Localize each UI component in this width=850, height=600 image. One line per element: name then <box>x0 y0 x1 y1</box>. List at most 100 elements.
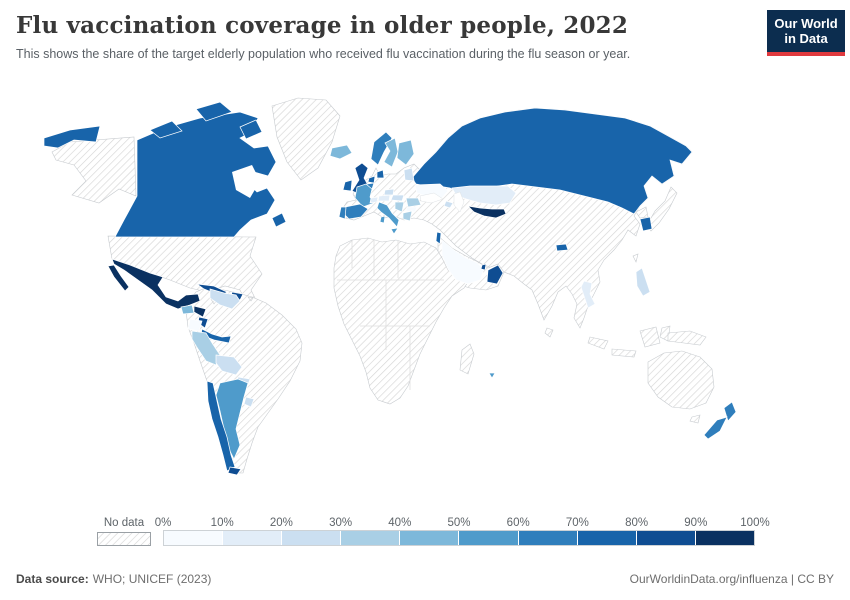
country-argentina[interactable] <box>215 378 249 460</box>
country-thailand[interactable] <box>580 280 596 309</box>
hudson-bay <box>232 165 260 198</box>
country-honduras[interactable] <box>193 305 207 318</box>
footer: Data source: WHO; UNICEF (2023) OurWorldi… <box>16 572 834 586</box>
country-netherlands[interactable] <box>367 175 376 184</box>
country-madagascar[interactable] <box>459 343 475 375</box>
legend-bucket[interactable] <box>695 531 754 545</box>
legend-tick: 90% <box>684 517 708 529</box>
black-sea <box>419 192 444 204</box>
country-czechia[interactable] <box>383 188 395 196</box>
country-denmark[interactable] <box>376 169 385 179</box>
legend-no-data: No data <box>97 517 151 546</box>
country-indonesia[interactable] <box>587 325 671 358</box>
country-finland[interactable] <box>396 139 415 166</box>
legend-tick: 100% <box>740 517 770 529</box>
country-iceland[interactable] <box>329 144 353 160</box>
country-romania[interactable] <box>405 197 422 208</box>
country-puerto-rico[interactable] <box>247 296 254 302</box>
country-mexico[interactable] <box>107 258 201 310</box>
caspian-sea <box>453 191 465 213</box>
country-ecuador[interactable] <box>187 318 203 332</box>
country-norway[interactable] <box>370 131 393 166</box>
map-legend: No data 0% 10% 20% 30% 40% 50% 60% 70% 80% 90% 100… <box>97 514 770 546</box>
country-australia[interactable] <box>647 350 715 424</box>
country-bolivia[interactable] <box>215 354 243 376</box>
country-guatemala[interactable] <box>180 304 195 315</box>
legend-tick: 0% <box>154 517 172 529</box>
country-austria[interactable] <box>377 194 391 202</box>
legend-tick: 10% <box>210 517 234 529</box>
legend-bucket[interactable] <box>282 531 341 545</box>
header: Flu vaccination coverage in older people… <box>16 12 750 61</box>
legend-tick: 20% <box>269 517 293 529</box>
legend-no-data-label: No data <box>103 517 145 529</box>
country-portugal[interactable] <box>338 206 347 220</box>
world-map-svg <box>43 97 737 476</box>
country-italy[interactable] <box>376 201 400 235</box>
data-source-label: Data source: <box>16 572 89 586</box>
country-greece[interactable] <box>402 210 413 222</box>
legend-tick: 30% <box>329 517 353 529</box>
legend-bucket[interactable] <box>518 531 577 545</box>
country-russia-east-tip[interactable] <box>43 125 101 149</box>
data-source-value: WHO; UNICEF (2023) <box>92 572 212 586</box>
country-mauritius[interactable] <box>488 372 496 379</box>
country-kazakhstan[interactable] <box>451 185 517 206</box>
country-tierra-del-fuego[interactable] <box>227 466 242 476</box>
country-venezuela[interactable] <box>209 288 241 310</box>
country-chile[interactable] <box>206 380 236 472</box>
country-switzerland[interactable] <box>369 196 379 204</box>
country-ukraine[interactable] <box>414 183 449 199</box>
country-alaska[interactable] <box>51 136 137 204</box>
legend-tick: 50% <box>447 517 471 529</box>
country-sri-lanka[interactable] <box>544 327 554 338</box>
legend-ticks: 0% 10% 20% 30% 40% 50% 60% 70% 80% 90% 100% <box>155 514 770 530</box>
country-saudi-arabia[interactable] <box>441 239 485 285</box>
legend-bucket[interactable] <box>164 531 223 545</box>
legend-bucket[interactable] <box>636 531 695 545</box>
country-philippines[interactable] <box>635 267 651 297</box>
legend-tick: 40% <box>388 517 412 529</box>
legend-bucket[interactable] <box>223 531 282 545</box>
country-bhutan[interactable] <box>555 243 569 252</box>
owid-logo-line2: in Data <box>784 31 828 47</box>
no-data-swatch[interactable] <box>97 532 151 546</box>
country-new-zealand[interactable] <box>703 401 737 440</box>
owid-logo-line1: Our World <box>774 16 838 31</box>
country-taiwan[interactable] <box>632 253 639 263</box>
page-subtitle: This shows the share of the target elder… <box>16 46 631 61</box>
country-oman[interactable] <box>486 264 504 285</box>
country-bulgaria[interactable] <box>405 206 418 213</box>
country-sweden[interactable] <box>383 137 399 168</box>
legend-tick: 80% <box>625 517 649 529</box>
country-ireland[interactable] <box>342 179 353 192</box>
country-papua-new-guinea[interactable] <box>667 330 707 346</box>
country-south-korea[interactable] <box>639 216 653 232</box>
legend-scale: 0% 10% 20% 30% 40% 50% 60% 70% 80% 90% 100% <box>155 514 770 546</box>
owid-logo[interactable]: Our World in Data <box>767 10 845 56</box>
country-israel[interactable] <box>435 231 442 245</box>
country-north-korea[interactable] <box>635 206 649 219</box>
legend-bucket[interactable] <box>400 531 459 545</box>
legend-bucket[interactable] <box>577 531 636 545</box>
page-title: Flu vaccination coverage in older people… <box>16 12 629 39</box>
country-uzbekistan[interactable] <box>466 205 507 219</box>
legend-bucket[interactable] <box>341 531 400 545</box>
country-baltic-states[interactable] <box>403 167 415 182</box>
region-africa-nodata[interactable] <box>333 237 473 405</box>
country-balkans[interactable] <box>394 201 405 213</box>
country-slovakia-hungary[interactable] <box>390 194 405 202</box>
country-greenland[interactable] <box>271 97 341 181</box>
country-uruguay[interactable] <box>243 396 255 408</box>
world-choropleth-map <box>0 90 850 510</box>
legend-tick: 70% <box>565 517 589 529</box>
legend-tick: 60% <box>506 517 530 529</box>
credit-link[interactable]: OurWorldinData.org/influenza | CC BY <box>629 572 834 586</box>
country-azerbaijan[interactable] <box>443 200 454 209</box>
country-canada-arctic-islands[interactable] <box>149 101 287 228</box>
legend-bucket[interactable] <box>459 531 518 545</box>
country-qatar[interactable] <box>480 263 487 271</box>
legend-bar <box>163 530 755 546</box>
country-peru[interactable] <box>191 330 221 366</box>
